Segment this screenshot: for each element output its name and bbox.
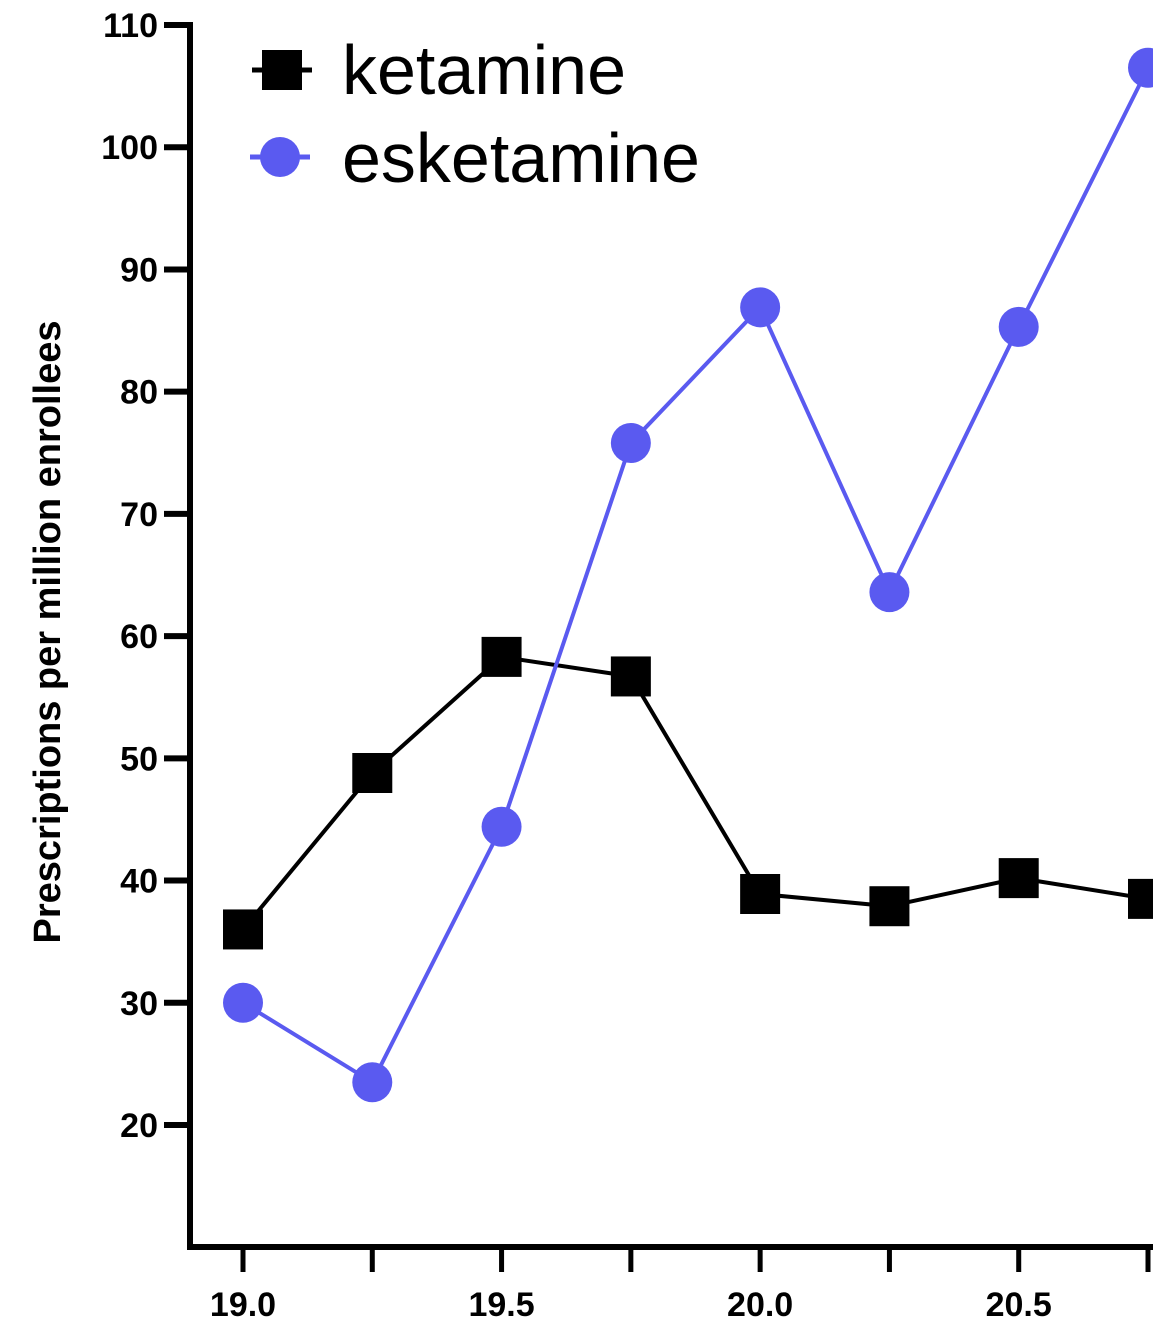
data-point-ketamine [869, 886, 910, 927]
legend-item-esketamine: esketamine [250, 119, 700, 197]
data-point-esketamine [352, 1062, 393, 1103]
x-axis-ticks: 19.0 19.5 20.0 20.5 [210, 1247, 1151, 1322]
legend-marker-ketamine [262, 50, 302, 90]
series-line-ketamine [241, 654, 1149, 931]
data-point-ketamine [740, 874, 781, 914]
x-tick-label: 20.0 [727, 1286, 793, 1322]
x-tick-label: 19.0 [210, 1286, 276, 1322]
series-layer [223, 47, 1153, 1103]
data-point-ketamine [998, 858, 1039, 899]
y-tick-label: 90 [120, 251, 158, 289]
data-point-ketamine [610, 656, 651, 697]
y-tick-label: 20 [120, 1107, 158, 1145]
y-tick-label: 100 [101, 129, 158, 167]
legend: ketamine esketamine [250, 31, 700, 197]
data-point-ketamine [352, 753, 393, 793]
data-point-esketamine [1128, 47, 1153, 88]
series-ketamine [223, 636, 1153, 950]
legend-item-ketamine: ketamine [252, 31, 626, 109]
data-point-esketamine [740, 287, 781, 328]
data-point-esketamine [610, 423, 651, 463]
data-point-esketamine [869, 572, 910, 613]
y-tick-label: 40 [120, 863, 158, 901]
legend-label-ketamine: ketamine [342, 31, 626, 109]
legend-label-esketamine: esketamine [342, 119, 700, 197]
series-line-esketamine [241, 66, 1150, 1085]
y-axis-label: Prescriptions per million enrollees [27, 321, 69, 944]
x-tick-label: 20.5 [986, 1286, 1052, 1322]
y-tick-label: 110 [103, 7, 158, 45]
data-point-ketamine [1128, 878, 1153, 919]
series-esketamine [223, 47, 1153, 1103]
x-tick-label: 19.5 [468, 1286, 534, 1322]
y-tick-label: 80 [120, 374, 158, 412]
y-axis-ticks: 20 30 40 50 60 70 80 90 100 110 [101, 7, 190, 1145]
data-point-ketamine [223, 909, 263, 950]
y-tick-label: 50 [120, 740, 158, 778]
y-tick-label: 30 [120, 985, 158, 1023]
data-point-esketamine [998, 306, 1039, 347]
y-tick-label: 60 [120, 618, 158, 656]
y-tick-label: 70 [120, 496, 158, 534]
data-point-esketamine [481, 806, 522, 847]
data-point-esketamine [223, 982, 263, 1023]
legend-marker-esketamine [260, 137, 300, 177]
data-point-ketamine [481, 636, 522, 677]
